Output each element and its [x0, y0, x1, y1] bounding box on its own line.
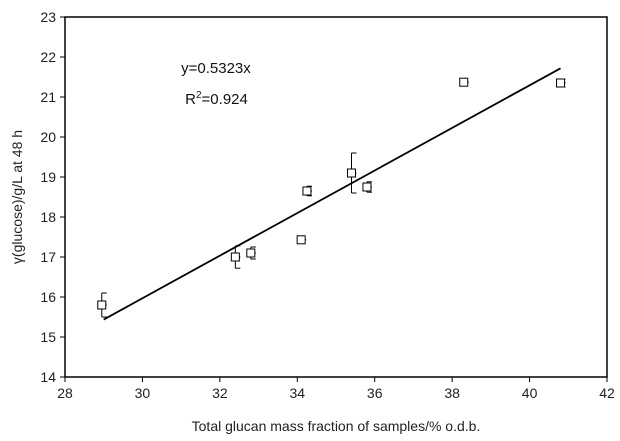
square-marker	[302, 186, 312, 196]
y-tick-label: 19	[40, 169, 56, 185]
data-point	[362, 181, 372, 193]
x-tick-label: 28	[57, 385, 73, 401]
x-tick-label: 42	[599, 385, 615, 401]
data-point	[296, 235, 307, 245]
square-marker	[246, 248, 256, 258]
r-squared: R2=0.924	[185, 90, 248, 108]
data-point	[459, 77, 469, 87]
square-marker	[346, 168, 356, 178]
fit-layer	[103, 67, 561, 321]
plot-area	[64, 16, 608, 378]
y-tick-label: 16	[40, 289, 56, 305]
data-point	[556, 78, 566, 88]
r-squared-prefix: R	[185, 91, 196, 108]
x-tick-label: 34	[289, 385, 305, 401]
y-axis: 14 15 16 17 18 19 20 21 22 23	[40, 9, 65, 385]
x-tick-label: 38	[444, 385, 460, 401]
data-points	[97, 77, 566, 318]
annotation-box: y=0.5323x R2=0.924	[181, 60, 251, 108]
y-tick-label: 20	[40, 129, 56, 145]
data-point	[346, 152, 357, 194]
y-tick-label: 23	[40, 9, 56, 25]
r-squared-value: =0.924	[202, 91, 248, 108]
fit-equation: y=0.5323x	[181, 60, 251, 77]
plot-frame	[64, 16, 608, 378]
data-point	[97, 292, 107, 318]
data-point	[302, 185, 312, 197]
data-point	[246, 246, 256, 260]
y-tick-label: 18	[40, 209, 56, 225]
y-tick-label: 17	[40, 249, 56, 265]
fit-line	[103, 67, 561, 321]
x-tick-label: 40	[522, 385, 538, 401]
x-tick-label: 36	[367, 385, 383, 401]
y-tick-label: 14	[40, 369, 56, 385]
y-tick-label: 15	[40, 329, 56, 345]
r-squared-sup: 2	[196, 90, 202, 101]
square-marker	[97, 300, 107, 310]
square-marker	[459, 77, 469, 87]
data-point	[230, 245, 241, 269]
x-tick-label: 32	[212, 385, 228, 401]
square-marker	[296, 235, 306, 245]
square-marker	[362, 182, 372, 192]
square-marker	[230, 252, 240, 262]
x-tick-label: 30	[135, 385, 151, 401]
x-axis-label: Total glucan mass fraction of samples/% …	[192, 418, 481, 434]
y-axis-label: γ(glucose)/g/L at 48 h	[9, 130, 25, 264]
y-tick-label: 21	[40, 89, 56, 105]
y-tick-label: 22	[40, 49, 56, 65]
square-marker	[556, 78, 566, 88]
x-axis: 28 30 32 34 36 38 40 42	[57, 377, 615, 401]
